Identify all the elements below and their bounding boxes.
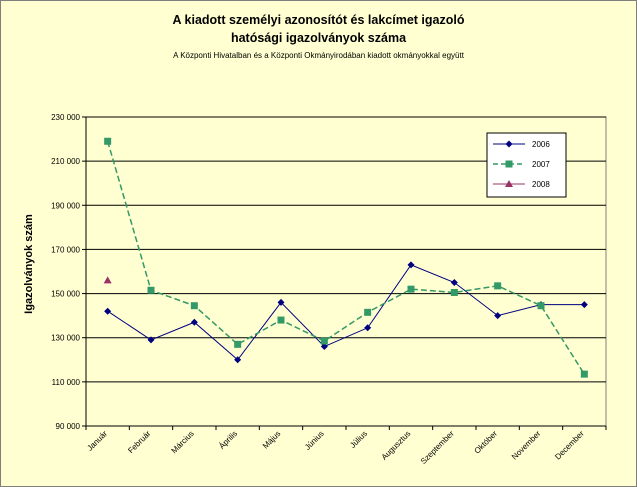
x-tick-label: Január	[85, 429, 109, 453]
x-tick-label: Február	[126, 429, 152, 455]
chart-title-line2: hatósági igazolványok száma	[230, 31, 407, 45]
data-point	[147, 336, 155, 344]
x-tick-label: November	[510, 429, 543, 462]
data-point	[494, 312, 502, 320]
series-line	[107, 264, 585, 361]
data-point	[190, 302, 198, 310]
data-point	[450, 279, 458, 287]
data-point	[580, 370, 588, 378]
y-tick-label: 110 000	[52, 378, 81, 387]
series-line	[106, 141, 585, 375]
data-point	[494, 282, 502, 290]
legend-label: 2006	[532, 140, 550, 149]
y-tick-label: 150 000	[51, 290, 80, 299]
data-point	[320, 343, 328, 351]
data-point	[505, 160, 513, 168]
data-point	[234, 356, 242, 364]
y-tick-label: 90 000	[56, 422, 81, 431]
data-point	[277, 298, 285, 306]
y-tick-label: 230 000	[51, 113, 80, 122]
data-point	[537, 302, 545, 310]
data-point	[450, 288, 458, 296]
y-tick-label: 210 000	[51, 157, 80, 166]
data-point	[147, 286, 155, 294]
data-point	[364, 308, 372, 316]
y-tick-label: 170 000	[51, 245, 80, 254]
data-point	[104, 137, 112, 145]
chart-subtitle: A Központi Hivatalban és a Központi Okmá…	[173, 51, 464, 60]
series-2008	[103, 276, 112, 284]
legend-item: 2008	[493, 180, 550, 189]
data-point	[234, 340, 242, 348]
legend-item: 2007	[493, 160, 550, 169]
data-point	[104, 307, 112, 315]
x-tick-label: Április	[217, 429, 239, 451]
data-point	[407, 285, 415, 293]
x-tick-label: Június	[303, 429, 326, 452]
x-tick-label: Szeptember	[419, 429, 456, 466]
legend-label: 2008	[532, 180, 550, 189]
legend-item: 2006	[493, 140, 550, 149]
data-point	[505, 140, 513, 148]
x-tick-label: Július	[348, 429, 369, 450]
x-tick-label: Május	[261, 429, 282, 450]
x-tick-label: Március	[170, 429, 196, 455]
data-point	[190, 318, 198, 326]
data-point	[320, 337, 328, 345]
y-tick-label: 130 000	[51, 334, 80, 343]
x-tick-label: Október	[473, 429, 500, 456]
series-2007	[104, 137, 588, 378]
y-tick-label: 190 000	[51, 201, 80, 210]
data-point	[103, 276, 112, 284]
data-point	[277, 316, 285, 324]
chart-title: A kiadott személyi azonosítót és lakcíme…	[172, 13, 465, 27]
x-tick-label: Augusztus	[380, 429, 413, 462]
data-point	[364, 324, 372, 332]
data-point	[407, 261, 415, 269]
legend-box	[486, 132, 567, 198]
x-tick-label: December	[553, 429, 586, 462]
data-point	[505, 180, 513, 187]
data-point	[580, 301, 588, 309]
legend-label: 2007	[532, 160, 550, 169]
